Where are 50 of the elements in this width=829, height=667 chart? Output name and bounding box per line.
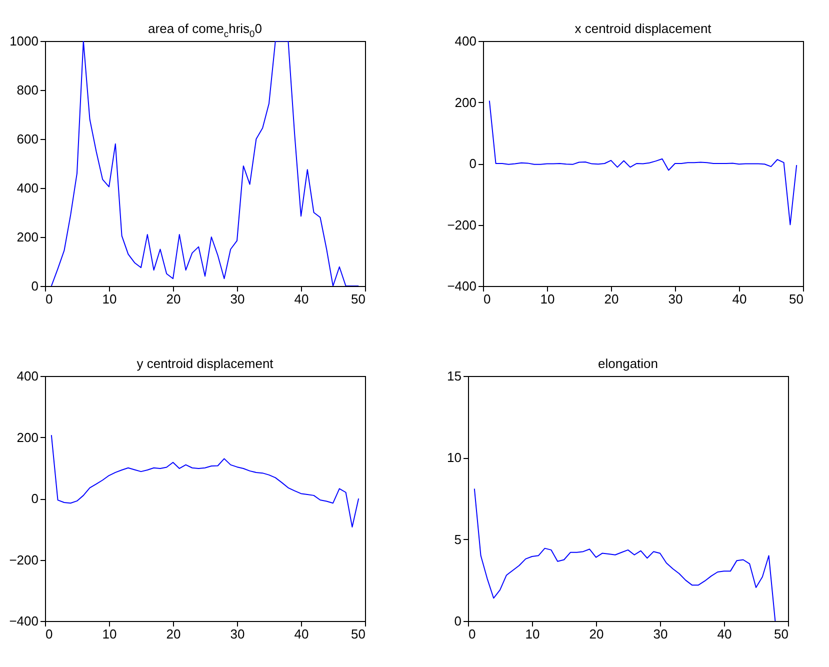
x-tick-label: 30 xyxy=(668,292,683,306)
y-tick-label: 400 xyxy=(16,180,38,196)
x-tick-label: 10 xyxy=(102,626,117,642)
y-tick-label: 200 xyxy=(16,430,38,445)
x-tick-label: 40 xyxy=(294,292,309,306)
chart-title: x centroid displacement xyxy=(574,21,712,36)
y-tick-label: 400 xyxy=(16,368,38,384)
chart-title: elongation xyxy=(598,356,658,371)
x-tick-label: 40 xyxy=(294,626,309,642)
x-tick-label: 0 xyxy=(484,292,491,306)
x-tick-label: 30 xyxy=(230,292,245,306)
line-series xyxy=(50,434,360,528)
x-tick-label: 40 xyxy=(717,626,732,642)
y-tick-label: 0 xyxy=(469,156,476,171)
y-tick-label: 800 xyxy=(16,82,38,98)
y-tick-label: 10 xyxy=(447,450,462,466)
x-tick-label: 30 xyxy=(653,626,668,642)
x-tick-label: 50 xyxy=(351,292,366,306)
y-tick-label: 1000 xyxy=(10,34,38,48)
x-tick-label: 20 xyxy=(166,292,181,306)
x-tick-label: 0 xyxy=(46,626,53,642)
y-tick-label: 200 xyxy=(454,94,476,110)
x-tick-label: 0 xyxy=(46,292,53,306)
y-tick-label: 600 xyxy=(16,132,38,146)
x-tick-label: 20 xyxy=(166,626,181,642)
line-series xyxy=(488,100,798,226)
x-tick-label: 50 xyxy=(351,626,366,642)
x-tick-label: 30 xyxy=(230,626,245,642)
x-tick-label: 20 xyxy=(604,292,619,306)
y-tick-label: 200 xyxy=(16,230,38,244)
y-tick-label: −200 xyxy=(447,217,476,232)
y-tick-label: 0 xyxy=(454,614,462,628)
y-tick-label: 0 xyxy=(31,491,38,506)
line-series xyxy=(474,488,776,621)
y-tick-label: 400 xyxy=(454,34,476,48)
x-tick-label: 50 xyxy=(774,626,788,642)
y-tick-label: −400 xyxy=(9,614,38,628)
x-tick-label: 50 xyxy=(789,292,804,306)
chart-title: y centroid displacement xyxy=(136,356,274,371)
y-tick-label: 0 xyxy=(31,278,38,294)
y-tick-label: −200 xyxy=(9,552,38,568)
line-series xyxy=(50,41,360,286)
x-tick-label: 10 xyxy=(102,292,117,306)
x-tick-label: 40 xyxy=(732,292,747,306)
x-tick-label: 10 xyxy=(525,626,540,642)
x-tick-label: 10 xyxy=(540,292,555,306)
y-tick-label: 15 xyxy=(447,368,462,384)
y-tick-label: −400 xyxy=(447,278,476,294)
y-tick-label: 5 xyxy=(454,532,462,547)
x-tick-label: 20 xyxy=(589,626,604,642)
